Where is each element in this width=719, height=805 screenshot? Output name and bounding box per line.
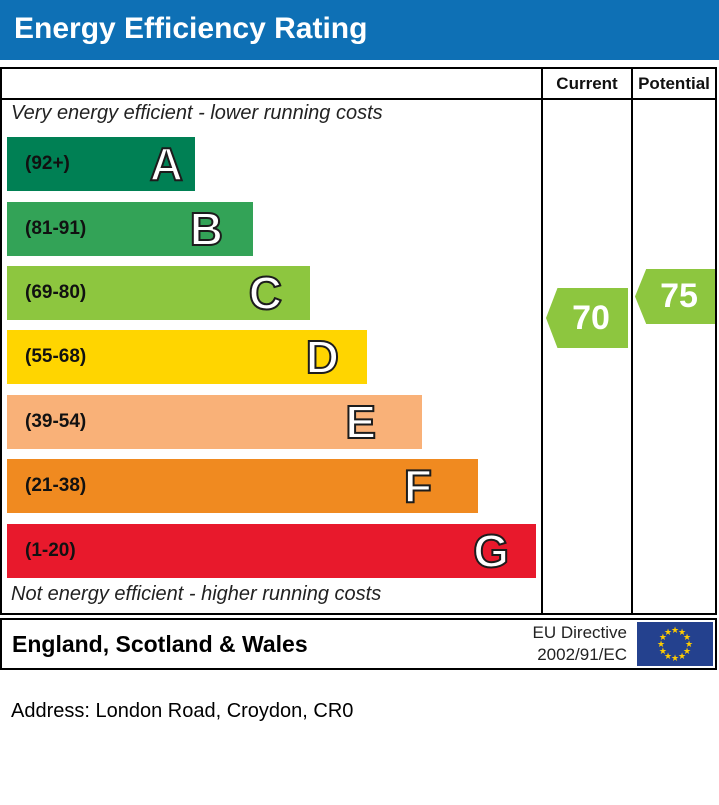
svg-text:★: ★ — [664, 652, 672, 662]
band-letter: B — [189, 202, 224, 256]
band-c: (69-80) C — [7, 266, 310, 320]
eu-directive-label: EU Directive 2002/91/EC — [533, 622, 637, 666]
band-range-label: (92+) — [25, 153, 70, 174]
svg-text:★: ★ — [659, 633, 667, 643]
svg-text:★: ★ — [678, 652, 686, 662]
caption-top: Very energy efficient - lower running co… — [11, 102, 383, 124]
band-range-label: (1-20) — [25, 540, 76, 561]
svg-text:★: ★ — [659, 647, 667, 657]
potential-rating-arrow: 75 — [635, 269, 715, 324]
address-line: Address: London Road, Croydon, CR0 — [11, 700, 354, 722]
band-range-label: (21-38) — [25, 475, 87, 496]
eu-directive-line1: EU Directive — [532, 622, 627, 642]
eu-directive-line2: 2002/91/EC — [537, 645, 627, 664]
footer-bar: England, Scotland & Wales EU Directive 2… — [0, 618, 717, 670]
potential-rating-value: 75 — [660, 277, 698, 315]
band-f: (21-38) F — [7, 459, 478, 513]
svg-text:★: ★ — [678, 628, 686, 638]
band-b: (81-91) B — [7, 202, 253, 256]
band-e: (39-54) E — [7, 395, 422, 449]
footer-region-label: England, Scotland & Wales — [12, 630, 308, 657]
svg-text:★: ★ — [685, 640, 693, 650]
svg-text:★: ★ — [664, 628, 672, 638]
band-a: (92+) A — [7, 137, 195, 191]
column-divider — [631, 69, 633, 613]
band-d: (55-68) D — [7, 330, 367, 384]
band-letter: A — [149, 137, 184, 191]
rating-table: Current Potential Very energy efficient … — [0, 67, 717, 615]
svg-text:★: ★ — [671, 626, 679, 636]
band-range-label: (81-91) — [25, 218, 87, 239]
caption-bottom: Not energy efficient - higher running co… — [11, 583, 382, 605]
column-header-current: Current — [556, 73, 618, 93]
band-letter: F — [403, 459, 433, 513]
band-g: (1-20) G — [7, 524, 536, 578]
svg-text:★: ★ — [683, 647, 691, 657]
band-range-label: (55-68) — [25, 346, 87, 367]
band-letter: D — [305, 330, 340, 384]
band-letter: E — [344, 395, 377, 449]
column-divider — [541, 69, 543, 613]
svg-text:★: ★ — [683, 633, 691, 643]
band-range-label: (69-80) — [25, 282, 87, 303]
current-rating-arrow: 70 — [546, 288, 628, 348]
band-letter: C — [248, 266, 283, 320]
column-header-potential: Potential — [638, 73, 710, 93]
band-range-label: (39-54) — [25, 411, 87, 432]
header-divider — [2, 98, 715, 100]
title-bar: Energy Efficiency Rating — [0, 0, 719, 60]
page-title: Energy Efficiency Rating — [14, 12, 368, 45]
eu-flag-icon: ★ ★ ★ ★ ★ ★ ★ ★ ★ ★ ★ ★ — [637, 622, 713, 666]
band-letter: G — [472, 524, 510, 578]
svg-text:★: ★ — [671, 654, 679, 664]
current-rating-value: 70 — [572, 298, 610, 337]
svg-text:★: ★ — [657, 640, 665, 650]
